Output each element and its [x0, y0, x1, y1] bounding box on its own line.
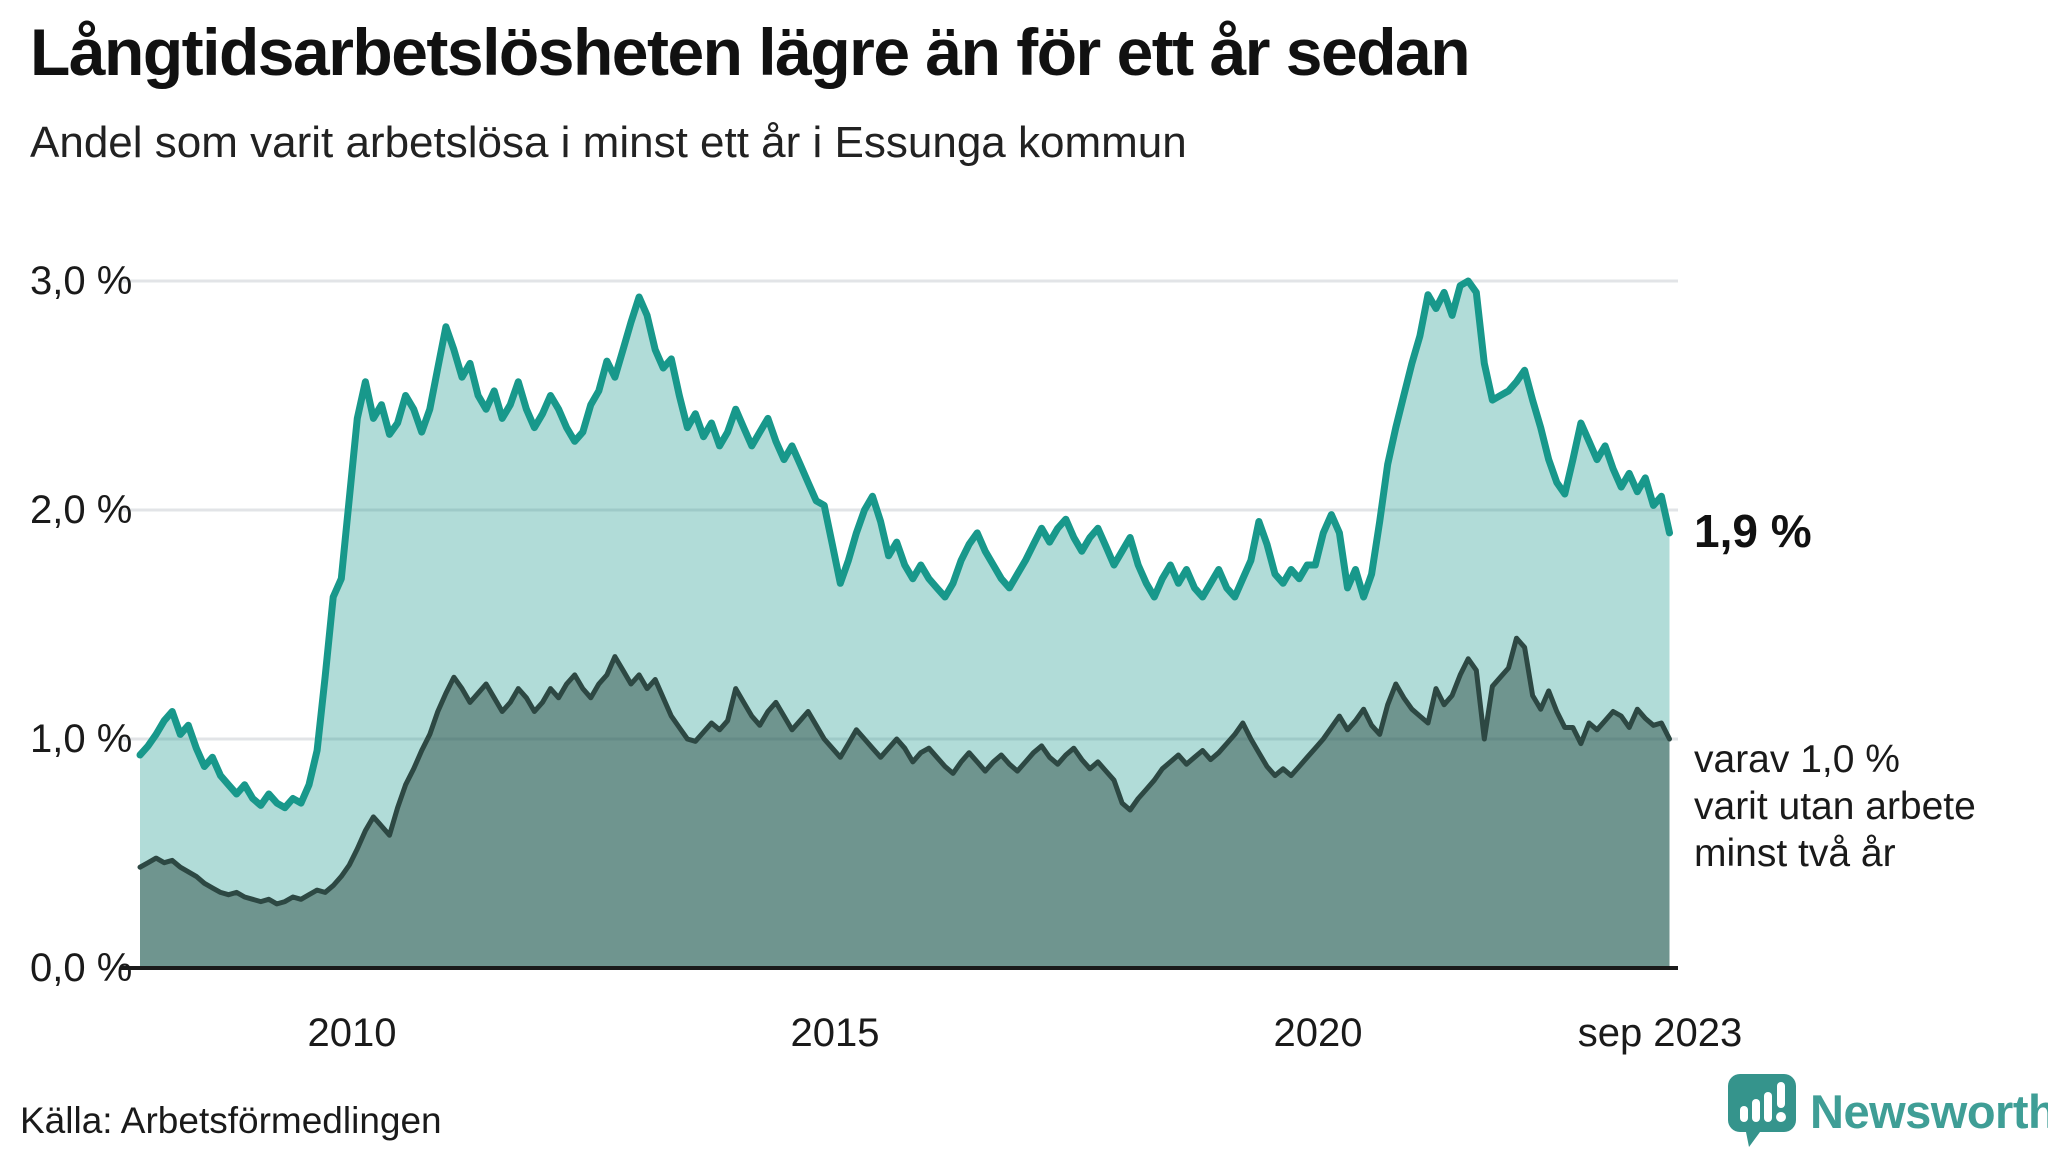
exclamation-dot	[1776, 1112, 1786, 1122]
newsworthy-bubble-icon	[1728, 1074, 1796, 1147]
x-tick-2010: 2010	[307, 1011, 397, 1055]
bar-3	[1764, 1092, 1772, 1122]
y-tick-0: 0,0 %	[30, 946, 133, 990]
page-subtitle: Andel som varit arbetslösa i minst ett å…	[30, 118, 1187, 167]
brand-name: Newsworthy	[1810, 1084, 2048, 1138]
bar-2	[1752, 1099, 1760, 1122]
secondary-annotation-line1: varav 1,0 %	[1694, 738, 1900, 781]
series-area-min-one-year	[140, 281, 1670, 968]
exclamation-bar	[1777, 1082, 1785, 1108]
bar-1	[1740, 1106, 1748, 1122]
secondary-annotation-line3: minst två år	[1694, 832, 1896, 875]
series-area-min-two-years	[140, 638, 1670, 968]
newsworthy-logo: Newsworthy	[1726, 1072, 2048, 1150]
x-tick-2015: 2015	[790, 1011, 880, 1055]
source-attribution: Källa: Arbetsförmedlingen	[20, 1100, 442, 1141]
series-line-min-two-years	[137, 635, 1672, 907]
series-end-value-label: 1,9 %	[1694, 505, 1812, 557]
speech-bubble	[1728, 1074, 1796, 1147]
series-line-min-one-year	[136, 277, 1673, 812]
secondary-annotation-line2: varit utan arbete	[1694, 785, 1976, 828]
secondary-series-annotation: varav 1,0 % varit utan arbete minst två …	[1694, 736, 1976, 877]
x-tick-sep-2023: sep 2023	[1577, 1011, 1743, 1055]
x-tick-2020: 2020	[1273, 1011, 1363, 1055]
y-tick-2: 2,0 %	[30, 488, 133, 532]
page-title: Långtidsarbetslösheten lägre än för ett …	[30, 15, 1471, 89]
y-tick-1: 1,0 %	[30, 717, 133, 761]
y-tick-3: 3,0 %	[30, 259, 133, 303]
